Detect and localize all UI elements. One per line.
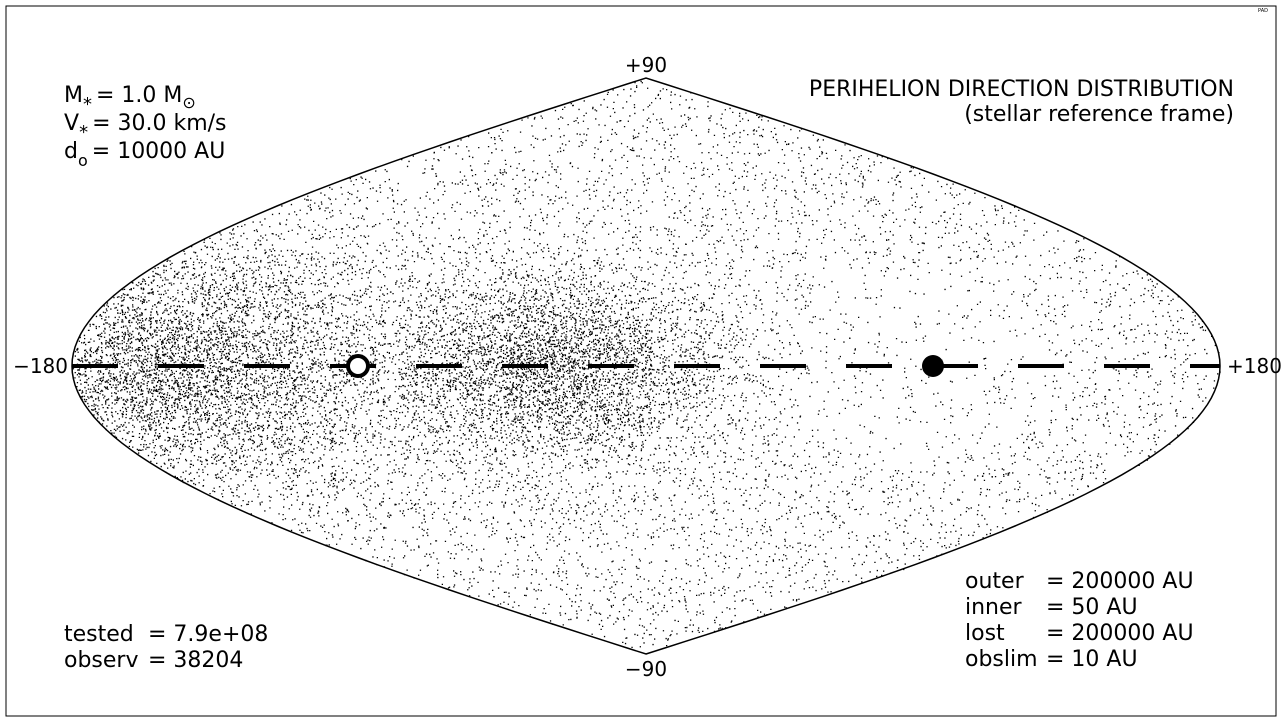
velocity-subscript: *	[79, 122, 88, 143]
limits-block: outer = 200000 AU inner = 50 AU lost = 2…	[965, 569, 1194, 672]
svg-text:do= 10000 AU: do = 10000 AU	[64, 139, 225, 170]
tick-label-top: +90	[625, 53, 667, 77]
title-line1: PERIHELION DIRECTION DISTRIBUTION	[809, 77, 1234, 102]
svg-text:V*= 30.0 km/s: V* = 30.0 km/s	[64, 111, 227, 143]
distance-symbol: d	[64, 139, 78, 164]
title-line2: (stellar reference frame)	[964, 102, 1234, 127]
filled-circle-marker	[922, 355, 944, 377]
mass-value: = 1.0 M	[96, 83, 182, 108]
limit-obslim-value: = 10 AU	[1046, 647, 1138, 672]
stats-block: tested = 7.9e+08 observ = 38204	[64, 622, 268, 673]
limit-inner-label: inner	[965, 595, 1023, 620]
open-circle-marker	[346, 354, 370, 378]
stat-observ-label: observ	[64, 648, 139, 673]
limit-inner-value: = 50 AU	[1046, 595, 1138, 620]
limit-obslim-label: obslim	[965, 647, 1038, 672]
projection-outline	[71, 77, 1221, 655]
limit-lost-value: = 200000 AU	[1046, 621, 1194, 646]
tick-label-right: +180	[1227, 354, 1282, 378]
solar-subscript: ⊙	[182, 93, 195, 112]
plot-border	[5, 5, 1277, 717]
velocity-value: = 30.0 km/s	[92, 111, 226, 136]
distance-value: = 10000 AU	[92, 139, 226, 164]
scatter-point-cloud	[72, 80, 1221, 649]
svg-text:M*= 1.0 M⊙: M* = 1.0 M⊙	[64, 83, 196, 115]
stat-tested-label: tested	[64, 622, 134, 647]
title-block: PERIHELION DIRECTION DISTRIBUTION (stell…	[809, 77, 1234, 127]
distance-subscript: o	[78, 151, 88, 170]
corner-tag: PAD	[1258, 8, 1268, 14]
parameters-block: M* = 1.0 M⊙ V* = 30.0 km/s do = 10000 AU	[64, 83, 227, 170]
limit-lost-label: lost	[965, 621, 1005, 646]
tick-label-left: −180	[13, 354, 68, 378]
mass-subscript: *	[83, 94, 92, 115]
tick-label-bottom: −90	[625, 657, 667, 681]
mass-symbol: M	[64, 83, 83, 108]
limit-outer-label: outer	[965, 569, 1025, 594]
scatter-points	[72, 80, 1221, 649]
limit-outer-value: = 200000 AU	[1046, 569, 1194, 594]
velocity-symbol: V	[64, 111, 79, 136]
stat-tested-value: = 7.9e+08	[148, 622, 268, 647]
stat-observ-value: = 38204	[148, 648, 243, 673]
